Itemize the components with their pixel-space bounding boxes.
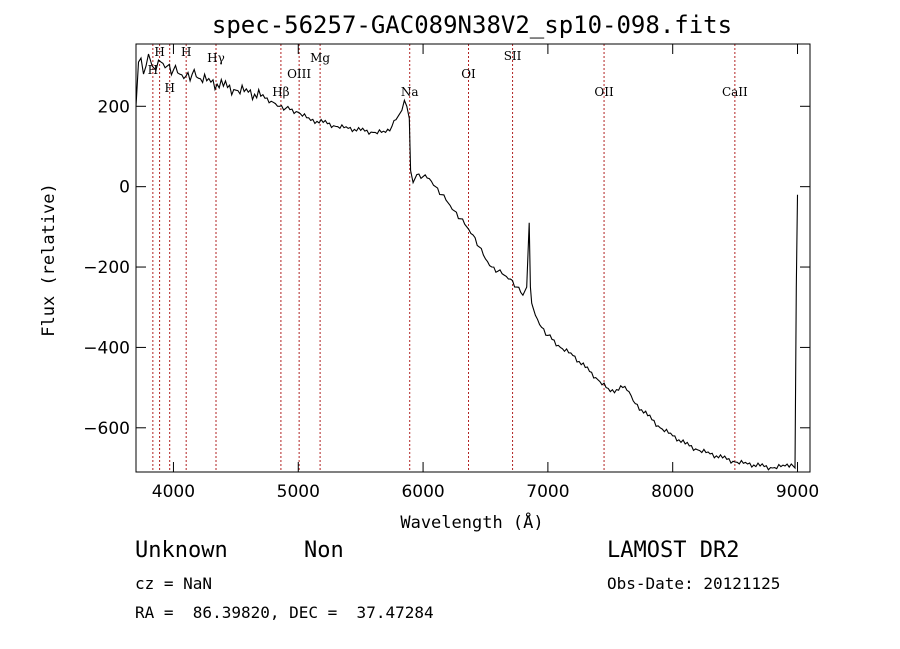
y-tick-label: 200 — [98, 97, 130, 117]
y-tick-label: 0 — [119, 178, 130, 198]
spectral-line-label: Hβ — [272, 85, 289, 99]
spectral-line-label: Hγ — [207, 51, 225, 65]
coordinates: RA = 86.39820, DEC = 37.47284 — [135, 603, 434, 622]
x-axis-label: Wavelength (Å) — [400, 511, 543, 533]
spectral-line-label: Na — [401, 85, 419, 99]
spectrum-series-line — [135, 53, 799, 471]
chart-title: spec-56257-GAC089N38V2_sp10-098.fits — [212, 11, 732, 39]
object-subclass: Non — [304, 538, 344, 563]
x-tick-label: 9000 — [776, 482, 819, 502]
x-tick-label: 7000 — [526, 482, 569, 502]
spectral-line-label: H — [181, 45, 191, 59]
spectral-line-label: H — [164, 81, 174, 95]
spectral-line-label: H — [148, 63, 158, 77]
spectral-line-label: Mg — [310, 51, 330, 65]
x-tick-label: 6000 — [401, 482, 444, 502]
x-tick-label: 8000 — [651, 482, 694, 502]
y-tick-label: −200 — [83, 258, 130, 278]
y-axis-label: Flux (relative) — [39, 183, 59, 337]
y-tick-label: −400 — [83, 338, 130, 358]
spectral-line-label: OII — [594, 85, 614, 99]
spectral-line-label: SII — [504, 49, 522, 63]
spectral-line-label: OIII — [287, 67, 311, 81]
spectral-line-label: OI — [461, 67, 476, 81]
y-tick-label: −600 — [83, 419, 130, 439]
observation-date: Obs-Date: 20121125 — [607, 574, 781, 593]
plot-frame — [135, 43, 811, 473]
x-tick-label: 5000 — [277, 482, 320, 502]
axis-ticks: 4000 5000 6000 7000 8000 9000 −600 −400 −200 0 200 — [83, 44, 819, 502]
redshift-value: cz = NaN — [135, 574, 213, 593]
spectral-line-label: H — [154, 45, 164, 59]
spectral-line-label: CaII — [722, 85, 748, 99]
object-class: Unknown — [135, 538, 228, 563]
x-tick-label: 4000 — [152, 482, 195, 502]
survey-name: LAMOST DR2 — [607, 538, 740, 563]
